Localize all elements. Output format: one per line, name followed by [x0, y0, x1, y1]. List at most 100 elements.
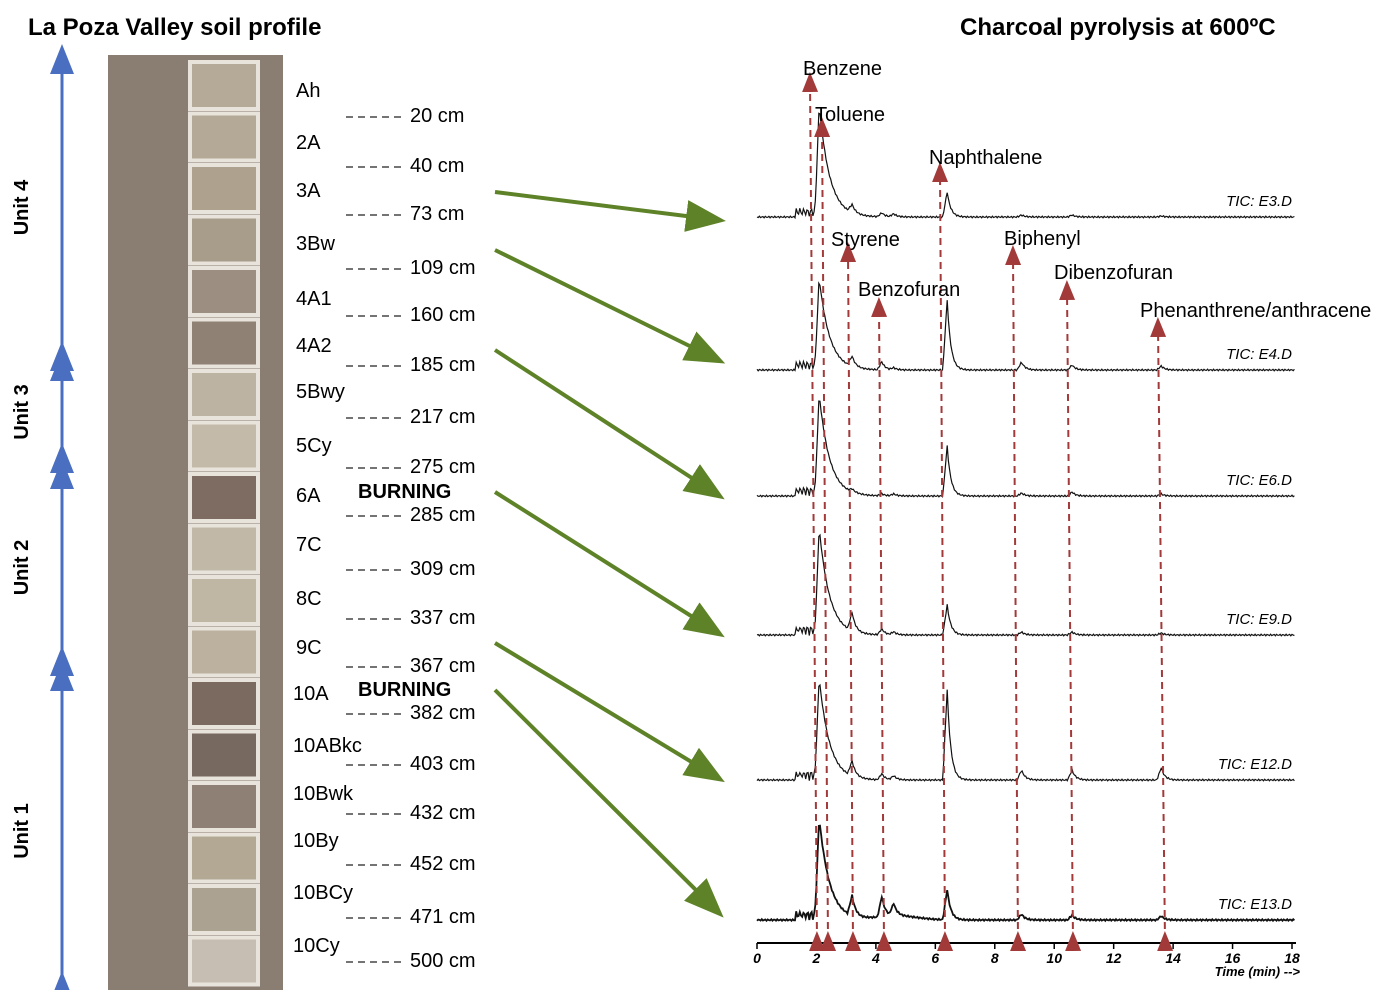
- link-arrow: [495, 250, 718, 360]
- left-title: La Poza Valley soil profile: [28, 14, 321, 41]
- trace-label: TIC: E6.D: [1226, 472, 1292, 489]
- depth-label: 285 cm: [410, 504, 476, 526]
- soil-box: [190, 217, 258, 264]
- unit-label: Unit 2: [11, 540, 33, 596]
- x-axis-label: Time (min) -->: [1215, 964, 1301, 979]
- trace-label: TIC: E12.D: [1218, 756, 1292, 773]
- compound-label: Benzofuran: [858, 279, 960, 301]
- compound-label: Biphenyl: [1004, 228, 1081, 250]
- compound-arrow: [1013, 255, 1018, 941]
- compound-label: Naphthalene: [929, 147, 1042, 169]
- horizon-name: 3A: [296, 180, 321, 202]
- compound-label: Dibenzofuran: [1054, 262, 1173, 284]
- soil-box: [190, 680, 258, 727]
- chromatogram: [757, 535, 1294, 636]
- depth-label: 20 cm: [410, 105, 464, 127]
- depth-label: 275 cm: [410, 456, 476, 478]
- horizon-name: 6A: [296, 485, 321, 507]
- depth-label: 382 cm: [410, 702, 476, 724]
- soil-box: [190, 886, 258, 933]
- trace-label: TIC: E9.D: [1226, 611, 1292, 628]
- horizon-name: 10BCy: [293, 882, 353, 904]
- horizon-name: 10ABkc: [293, 735, 362, 757]
- depth-label: 452 cm: [410, 853, 476, 875]
- burning-note: BURNING: [358, 481, 451, 503]
- depth-label: 217 cm: [410, 406, 476, 428]
- soil-box: [190, 268, 258, 315]
- x-tick-label: 2: [812, 950, 821, 966]
- depth-label: 185 cm: [410, 354, 476, 376]
- depth-label: 500 cm: [410, 950, 476, 972]
- x-tick-label: 6: [931, 950, 939, 966]
- compound-arrow: [822, 127, 828, 941]
- soil-box: [190, 835, 258, 882]
- depth-label: 337 cm: [410, 607, 476, 629]
- depth-label: 160 cm: [410, 304, 476, 326]
- soil-box: [190, 526, 258, 573]
- soil-box: [190, 938, 258, 985]
- horizon-name: 7C: [296, 534, 322, 556]
- x-tick-label: 12: [1106, 950, 1122, 966]
- compound-label: Benzene: [803, 58, 882, 80]
- soil-box: [190, 577, 258, 624]
- x-tick-label: 10: [1046, 950, 1062, 966]
- depth-label: 309 cm: [410, 558, 476, 580]
- soil-box: [190, 732, 258, 779]
- horizon-name: 10By: [293, 830, 339, 852]
- figure: La Poza Valley soil profile Charcoal pyr…: [0, 0, 1376, 990]
- x-tick-label: 0: [753, 950, 761, 966]
- chromatogram: [757, 283, 1294, 371]
- depth-label: 367 cm: [410, 655, 476, 677]
- link-arrow: [495, 492, 718, 633]
- trace-label: TIC: E4.D: [1226, 346, 1292, 363]
- burning-note: BURNING: [358, 679, 451, 701]
- horizon-name: 4A2: [296, 335, 332, 357]
- soil-box: [190, 629, 258, 676]
- depth-label: 109 cm: [410, 257, 476, 279]
- horizon-name: Ah: [296, 80, 320, 102]
- soil-box: [190, 165, 258, 212]
- horizon-name: 10Cy: [293, 935, 340, 957]
- horizon-name: 9C: [296, 637, 322, 659]
- compound-arrow: [848, 252, 853, 941]
- soil-box: [190, 371, 258, 418]
- soil-box: [190, 62, 258, 109]
- soil-box: [190, 423, 258, 470]
- x-tick-label: 4: [871, 950, 880, 966]
- chromatogram: [757, 826, 1294, 921]
- compound-label: Phenanthrene/anthracene: [1140, 300, 1371, 322]
- chromatogram: [757, 685, 1294, 781]
- compound-label: Toluene: [815, 104, 885, 126]
- depth-label: 73 cm: [410, 203, 464, 225]
- soil-box: [190, 114, 258, 161]
- soil-box: [190, 320, 258, 367]
- compound-arrow: [1067, 290, 1073, 941]
- horizon-name: 4A1: [296, 288, 332, 310]
- soil-box: [190, 783, 258, 830]
- depth-label: 432 cm: [410, 802, 476, 824]
- depth-label: 403 cm: [410, 753, 476, 775]
- compound-arrow: [879, 307, 884, 941]
- horizon-name: 8C: [296, 588, 322, 610]
- x-tick-label: 14: [1165, 950, 1181, 966]
- unit-label: Unit 1: [11, 803, 33, 859]
- right-title: Charcoal pyrolysis at 600ºC: [960, 14, 1276, 41]
- link-arrow: [495, 192, 718, 220]
- link-arrow: [495, 643, 718, 778]
- horizon-name: 2A: [296, 132, 321, 154]
- chromatogram: [757, 401, 1294, 497]
- horizon-name: 3Bw: [296, 233, 335, 255]
- unit-label: Unit 4: [11, 179, 33, 235]
- compound-label: Styrene: [831, 229, 900, 251]
- horizon-name: 10A: [293, 683, 329, 705]
- horizon-name: 10Bwk: [293, 783, 354, 805]
- horizon-name: 5Bwy: [296, 381, 345, 403]
- trace-label: TIC: E13.D: [1218, 896, 1292, 913]
- depth-label: 40 cm: [410, 155, 464, 177]
- x-tick-label: 8: [991, 950, 999, 966]
- trace-label: TIC: E3.D: [1226, 193, 1292, 210]
- depth-label: 471 cm: [410, 906, 476, 928]
- horizon-name: 5Cy: [296, 435, 332, 457]
- unit-label: Unit 3: [11, 384, 33, 440]
- link-arrow: [495, 690, 718, 912]
